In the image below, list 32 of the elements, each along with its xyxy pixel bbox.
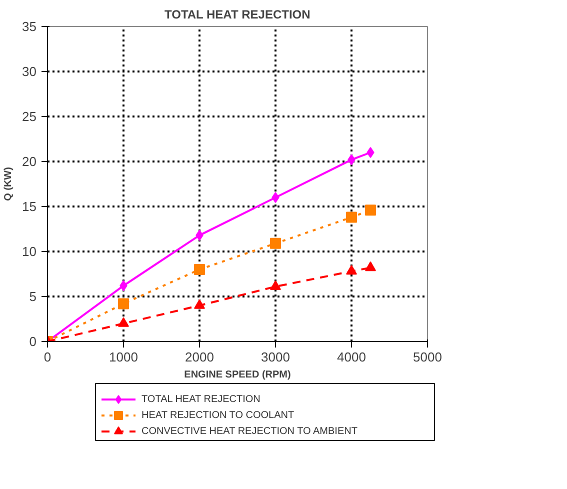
point — [194, 264, 205, 275]
point — [270, 280, 281, 290]
chart-title: TOTAL HEAT REJECTION — [164, 8, 310, 22]
y-tick-label: 35 — [22, 19, 37, 34]
x-tick-label: 1000 — [109, 350, 138, 364]
y-tick-label: 20 — [22, 154, 37, 169]
y-tick-label: 5 — [29, 289, 37, 304]
y-axis-title: Q (KW) — [3, 167, 14, 201]
point — [365, 261, 376, 272]
y-tick-label: 15 — [22, 199, 37, 214]
y-tick-label: 25 — [22, 109, 37, 124]
x-tick-label: 0 — [44, 350, 52, 364]
point — [346, 212, 357, 223]
legend-label: TOTAL HEAT REJECTION — [142, 394, 260, 405]
legend-label: HEAT REJECTION TO COOLANT — [142, 410, 294, 421]
x-axis-title: ENGINE SPEED (RPM) — [184, 370, 291, 380]
x-tick-label: 5000 — [413, 350, 442, 364]
point — [118, 298, 129, 310]
point — [194, 299, 205, 309]
x-tick-label: 3000 — [261, 350, 290, 364]
point — [118, 317, 129, 327]
x-tick-label: 4000 — [337, 350, 366, 364]
point — [366, 147, 374, 158]
y-tick-label: 30 — [22, 64, 37, 79]
point — [272, 192, 280, 203]
y-tick-label: 0 — [29, 334, 37, 349]
legend-label: CONVECTIVE HEAT REJECTION TO AMBIENT — [142, 426, 358, 437]
point — [346, 265, 357, 275]
x-tick-label: 2000 — [185, 350, 214, 364]
point — [270, 238, 281, 249]
y-tick-label: 10 — [22, 244, 37, 259]
point — [365, 204, 376, 216]
